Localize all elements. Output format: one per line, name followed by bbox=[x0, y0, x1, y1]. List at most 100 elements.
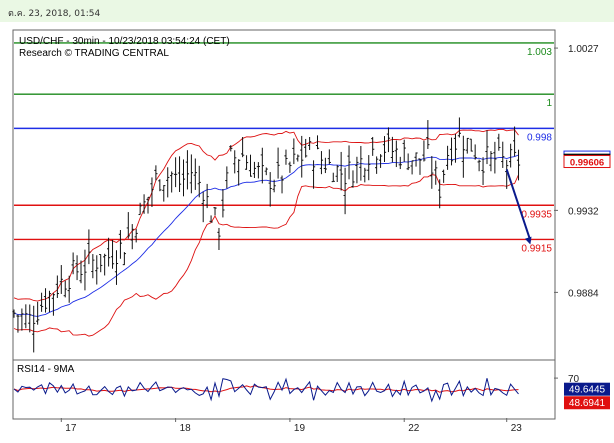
ohlc-bar bbox=[150, 177, 154, 207]
ohlc-bar bbox=[493, 141, 497, 174]
ohlc-bar bbox=[162, 185, 166, 202]
ohlc-bar bbox=[16, 314, 20, 333]
y-tick-label: 0.9932 bbox=[568, 206, 599, 217]
rsi-tick-label: 70 bbox=[568, 374, 580, 385]
ohlc-bar bbox=[237, 159, 241, 186]
ohlc-bar bbox=[434, 160, 438, 185]
rsi-value-box bbox=[564, 382, 610, 396]
ohlc-bar bbox=[347, 145, 351, 180]
ohlc-bar bbox=[512, 126, 517, 157]
ohlc-bar bbox=[146, 196, 150, 214]
ohlc-bar bbox=[288, 161, 292, 173]
ohlc-bar bbox=[83, 249, 87, 291]
ohlc-bar bbox=[311, 160, 316, 189]
ohlc-bar bbox=[67, 275, 71, 303]
ohlc-bar bbox=[296, 154, 300, 162]
ohlc-bar bbox=[126, 212, 130, 239]
ohlc-bar bbox=[300, 135, 304, 178]
ohlc-bar bbox=[351, 170, 355, 188]
ohlc-bar bbox=[248, 154, 253, 177]
x-tick-label: 22 bbox=[408, 423, 420, 434]
ohlc-bar bbox=[473, 144, 477, 160]
ohlc-bar bbox=[323, 157, 327, 174]
ohlc-bar bbox=[28, 304, 32, 333]
ohlc-bar bbox=[335, 165, 339, 182]
ohlc-bar bbox=[426, 120, 430, 149]
ohlc-bar bbox=[375, 156, 379, 174]
ohlc-bar bbox=[343, 167, 347, 215]
rsi-ma-box bbox=[564, 396, 610, 410]
ohlc-bar bbox=[256, 162, 260, 179]
projection-arrow bbox=[505, 169, 532, 241]
rsi-line bbox=[13, 377, 519, 403]
ohlc-bar bbox=[414, 152, 418, 167]
rsi-panel-frame bbox=[12, 359, 556, 420]
ohlc-bar bbox=[158, 179, 162, 192]
ohlc-bar bbox=[201, 191, 205, 223]
ohlc-bar bbox=[24, 304, 28, 329]
level-label: 0.9935 bbox=[521, 209, 552, 220]
ohlc-bar bbox=[516, 149, 521, 181]
level-label: 0.998 bbox=[527, 132, 552, 143]
date-bar: ต.ค. 23, 2018, 01:54 bbox=[0, 0, 614, 22]
ohlc-bar bbox=[272, 179, 276, 193]
ohlc-bar bbox=[55, 275, 59, 298]
ohlc-bar bbox=[154, 165, 158, 181]
ohlc-bar bbox=[213, 207, 217, 216]
ohlc-bar bbox=[442, 169, 446, 183]
ohlc-bar bbox=[355, 156, 359, 184]
ohlc-bar bbox=[63, 280, 67, 298]
ohlc-bar bbox=[87, 229, 91, 265]
ohlc-bar bbox=[229, 145, 233, 152]
datetime-label: ต.ค. 23, 2018, 01:54 bbox=[8, 9, 101, 19]
ohlc-bar bbox=[477, 159, 481, 172]
ohlc-bar bbox=[118, 229, 123, 259]
ohlc-bar bbox=[193, 158, 197, 190]
ohlc-bar bbox=[469, 138, 473, 152]
ohlc-bar bbox=[339, 151, 343, 191]
chart-title: USD/CHF - 30min - 10/23/2018 03:54:24 (C… bbox=[19, 36, 230, 47]
moving-average bbox=[13, 154, 519, 317]
ohlc-bar bbox=[110, 239, 115, 269]
ohlc-bar bbox=[174, 157, 178, 188]
ohlc-bar bbox=[438, 179, 442, 209]
ohlc-bar bbox=[166, 167, 170, 198]
ohlc-bar bbox=[185, 150, 190, 190]
ohlc-bar bbox=[304, 138, 308, 158]
ohlc-bar bbox=[449, 137, 454, 166]
ohlc-bar bbox=[20, 308, 24, 331]
ohlc-bar bbox=[209, 215, 213, 223]
y-tick-label: 1.0027 bbox=[568, 44, 599, 55]
ohlc-bar bbox=[268, 172, 272, 207]
chart-legend: USD/CHF - 30min - 10/23/2018 03:54:24 (C… bbox=[19, 36, 230, 60]
ohlc-bar bbox=[386, 127, 391, 153]
price-panel-frame bbox=[12, 29, 556, 361]
ohlc-bar bbox=[308, 137, 312, 150]
projection-arrowhead bbox=[524, 236, 532, 245]
ohlc-bar bbox=[177, 156, 182, 192]
ohlc-bar bbox=[71, 252, 75, 275]
ohlc-bar bbox=[284, 149, 288, 165]
ohlc-bar bbox=[99, 254, 103, 273]
ohlc-bar bbox=[244, 155, 249, 170]
ohlc-bar bbox=[39, 292, 44, 312]
ohlc-bar bbox=[422, 140, 426, 162]
ohlc-bar bbox=[181, 159, 186, 197]
ohlc-bar bbox=[189, 154, 193, 194]
ohlc-bar bbox=[461, 135, 465, 178]
ohlc-bar bbox=[359, 145, 363, 181]
ohlc-bar bbox=[410, 160, 414, 175]
ohlc-bar bbox=[489, 151, 493, 172]
ohlc-bar bbox=[264, 167, 268, 176]
ohlc-bar bbox=[91, 254, 95, 279]
ohlc-bar bbox=[398, 156, 402, 170]
bollinger-upper bbox=[13, 128, 519, 302]
ohlc-bar bbox=[406, 153, 410, 171]
ohlc-bar bbox=[217, 227, 221, 251]
ohlc-bar bbox=[315, 135, 320, 150]
ohlc-bar bbox=[241, 137, 245, 158]
price-tag: 0.99606 bbox=[563, 155, 611, 169]
ohlc-bar bbox=[95, 255, 99, 285]
ohlc-bar bbox=[260, 147, 264, 184]
ohlc-bar bbox=[276, 147, 280, 179]
